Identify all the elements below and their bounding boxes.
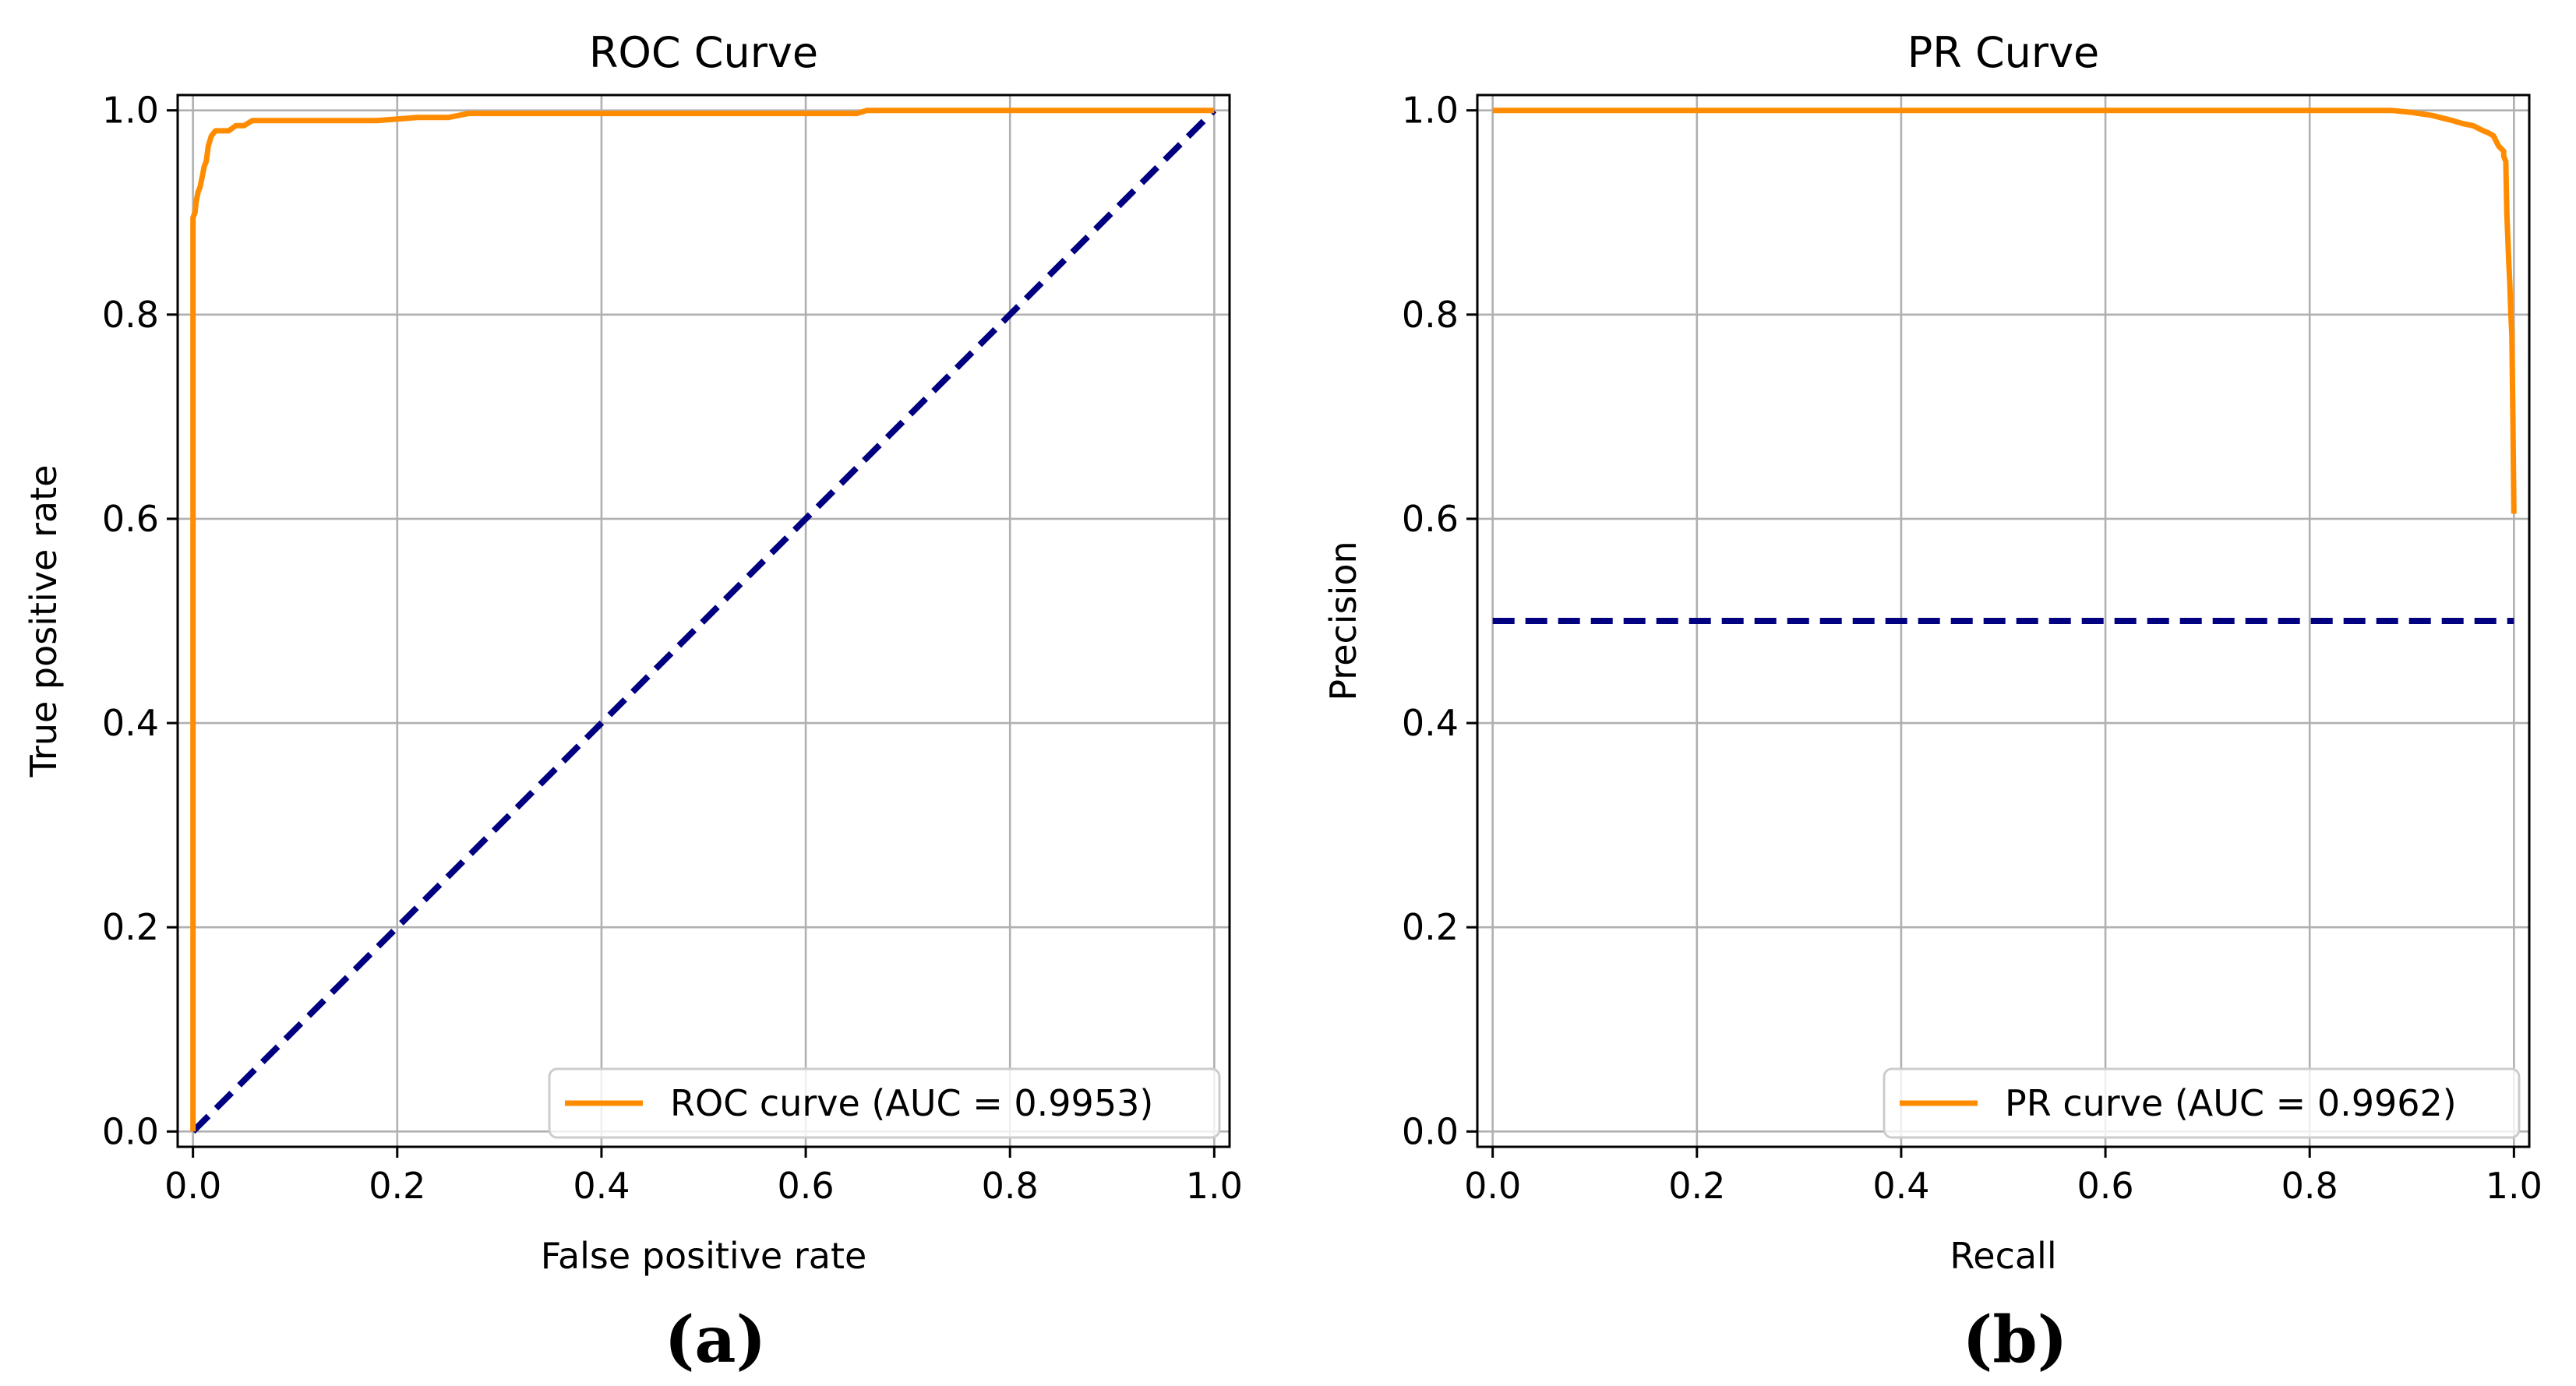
pr-y-tick-label-2: 0.4 <box>1402 702 1459 744</box>
pr-panel-label: (b) <box>1963 1303 2068 1377</box>
roc-y-axis-label: True positive rate <box>23 465 65 778</box>
pr-series-group <box>1492 108 2517 624</box>
roc-x-axis-label: False positive rate <box>541 1235 867 1277</box>
pr-grid <box>1477 95 2529 1147</box>
roc-y-tick-label-2: 0.4 <box>102 702 159 744</box>
roc-x-tick-label-3: 0.6 <box>777 1165 834 1207</box>
pr-x-tick-label-5: 1.0 <box>2486 1165 2542 1207</box>
roc-y-tick-label-5: 1.0 <box>102 90 159 132</box>
pr-legend: PR curve (AUC = 0.9962) <box>1883 1067 2521 1139</box>
roc-panel: ROC Curve 0.0 0.2 0.4 0.6 0.8 1.0 0.0 0.2 0.4 0.6… <box>23 28 1243 1377</box>
roc-y-tick-label-3: 0.6 <box>102 498 159 540</box>
roc-series-group <box>190 108 1217 1134</box>
pr-x-tick-label-1: 0.2 <box>1668 1165 1725 1207</box>
roc-curve-line <box>190 108 1215 1132</box>
pr-x-axis-label: Recall <box>1950 1235 2056 1277</box>
roc-x-tick-label-0: 0.0 <box>164 1165 221 1207</box>
roc-legend-box <box>548 1067 1221 1139</box>
pr-y-tick-label-1: 0.2 <box>1402 906 1459 948</box>
pr-y-tick-label-3: 0.6 <box>1402 498 1459 540</box>
pr-title: PR Curve <box>1907 28 2100 77</box>
roc-x-tick-label-2: 0.4 <box>573 1165 630 1207</box>
roc-y-tick-label-0: 0.0 <box>102 1110 159 1152</box>
roc-panel-label: (a) <box>665 1303 767 1377</box>
roc-y-tick-label-4: 0.8 <box>102 294 159 336</box>
pr-ticks: 0.0 0.2 0.4 0.6 0.8 1.0 0.0 0.2 0.4 0.6 0.8 1.0 <box>1402 90 2542 1207</box>
roc-baseline-line <box>190 108 1217 1134</box>
pr-legend-label: PR curve (AUC = 0.9962) <box>2005 1082 2457 1124</box>
pr-x-tick-label-2: 0.4 <box>1872 1165 1929 1207</box>
roc-grid <box>178 95 1230 1147</box>
pr-x-tick-label-3: 0.6 <box>2077 1165 2133 1207</box>
roc-x-tick-label-5: 1.0 <box>1186 1165 1243 1207</box>
roc-legend: ROC curve (AUC = 0.9953) <box>548 1067 1221 1139</box>
pr-panel: PR Curve 0.0 0.2 0.4 0.6 0.8 1.00.00.20.40.60… <box>1322 28 2542 1377</box>
pr-plot-frame <box>1476 93 2531 1148</box>
pr-curve-line <box>1492 108 2517 514</box>
roc-ticks: 0.0 0.2 0.4 0.6 0.8 1.0 0.0 0.2 0.4 0.6 0.8 1.0 <box>102 90 1243 1207</box>
pr-x-tick-label-4: 0.8 <box>2281 1165 2338 1207</box>
roc-legend-label: ROC curve (AUC = 0.9953) <box>670 1082 1153 1124</box>
pr-legend-box <box>1883 1067 2521 1139</box>
pr-y-tick-label-5: 1.0 <box>1402 90 1459 132</box>
roc-plot-frame <box>176 93 1231 1148</box>
pr-y-tick-label-4: 0.8 <box>1402 294 1459 336</box>
roc-title: ROC Curve <box>589 28 818 77</box>
roc-x-tick-label-4: 0.8 <box>982 1165 1039 1207</box>
roc-x-tick-label-1: 0.2 <box>369 1165 425 1207</box>
roc-y-tick-label-1: 0.2 <box>102 906 159 948</box>
pr-y-tick-label-0: 0.0 <box>1402 1110 1459 1152</box>
pr-x-tick-label-0: 0.0 <box>1464 1165 1521 1207</box>
pr-y-axis-label: Precision <box>1322 541 1364 700</box>
